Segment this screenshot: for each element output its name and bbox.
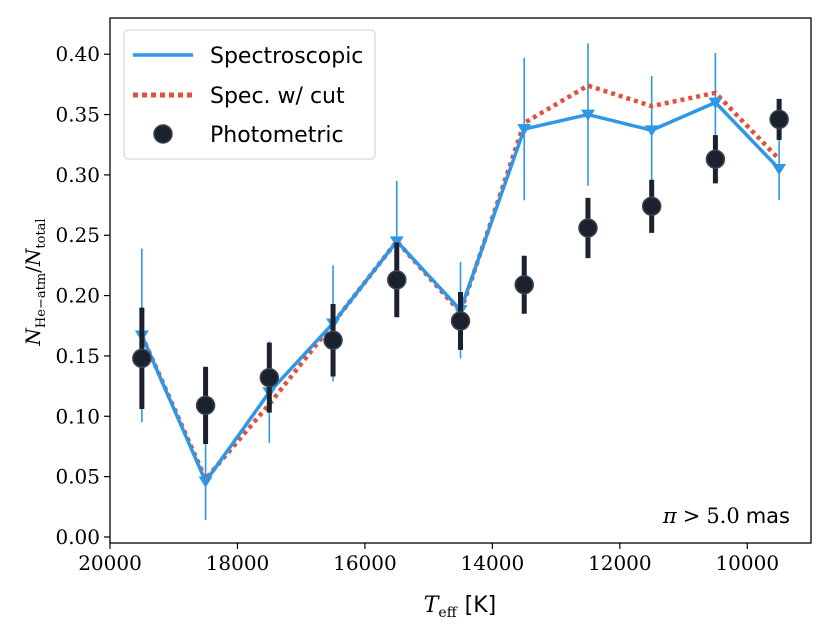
y-axis-label-slash: / <box>21 266 45 273</box>
spectroscopic-marker <box>772 163 787 176</box>
photometric-point <box>323 330 343 350</box>
photometric-point <box>641 196 662 217</box>
legend-label-spectroscopic: Spectroscopic <box>210 44 363 69</box>
y-axis-ticks: 0.00 0.05 0.10 0.15 0.20 0.25 0.30 0.35 0.40 <box>55 42 110 549</box>
x-axis-label: Teff [K] <box>424 593 497 621</box>
x-tick-label: 14000 <box>461 551 525 575</box>
y-tick-label: 0.20 <box>55 284 100 308</box>
photometric-point <box>769 109 789 130</box>
legend: Spectroscopic Spec. w/ cut Photometric <box>123 29 376 160</box>
x-axis-ticks: 20000 18000 16000 14000 12000 10000 <box>78 543 779 575</box>
spectroscopic-marker <box>644 125 659 137</box>
y-tick-label: 0.00 <box>55 525 100 549</box>
photometric-point <box>450 311 471 331</box>
photometric-point <box>578 218 598 238</box>
legend-box <box>123 29 376 160</box>
spectroscopic-marker <box>517 124 532 136</box>
photometric-point <box>514 274 534 295</box>
y-tick-label: 0.35 <box>55 103 100 127</box>
annotation-unit: mas <box>746 504 790 528</box>
y-axis-label-symbol-2: N <box>21 247 45 267</box>
photometric-point <box>705 149 726 169</box>
annotation-relation: > <box>683 504 701 528</box>
spec-cut-line <box>139 83 781 482</box>
x-tick-label: 18000 <box>206 551 270 575</box>
spectroscopic-marker <box>708 97 723 109</box>
legend-label-photometric: Photometric <box>210 123 344 148</box>
parallax-annotation: π >5.0 mas <box>662 504 790 528</box>
y-tick-label: 0.15 <box>55 344 100 368</box>
x-tick-label: 20000 <box>78 551 142 575</box>
x-tick-label: 16000 <box>333 551 397 575</box>
x-axis-label-unit: [K] <box>465 593 497 618</box>
y-axis-label-subscript-2: total <box>34 218 49 248</box>
legend-swatch-photometric <box>153 124 173 144</box>
y-tick-label: 0.25 <box>55 223 100 247</box>
spectroscopic-marker <box>389 236 404 248</box>
x-axis-label-symbol: T <box>424 593 441 618</box>
x-tick-label: 10000 <box>715 551 779 575</box>
y-tick-label: 0.30 <box>55 163 100 187</box>
photometric-point <box>132 348 152 369</box>
x-tick-label: 12000 <box>588 551 652 575</box>
y-tick-label: 0.05 <box>55 465 100 489</box>
spectroscopic-marker <box>198 476 213 488</box>
y-axis-label-subscript-1: He−atm <box>34 273 49 328</box>
y-axis-label: NHe−atm/Ntotal <box>21 218 49 346</box>
legend-label-spec-cut: Spec. w/ cut <box>210 84 345 109</box>
photometric-point <box>259 367 280 388</box>
y-axis-label-symbol-1: N <box>21 327 45 347</box>
axes-frame <box>109 17 812 544</box>
photometric-point <box>387 270 407 290</box>
plot-area <box>132 43 789 521</box>
annotation-symbol: π <box>662 504 678 528</box>
y-tick-label: 0.40 <box>55 42 100 66</box>
spectroscopic-marker <box>580 109 595 121</box>
y-tick-label: 0.10 <box>55 404 100 428</box>
photometric-point <box>195 395 216 416</box>
x-axis-label-subscript: eff <box>438 605 457 621</box>
annotation-value: 5.0 <box>706 504 739 528</box>
